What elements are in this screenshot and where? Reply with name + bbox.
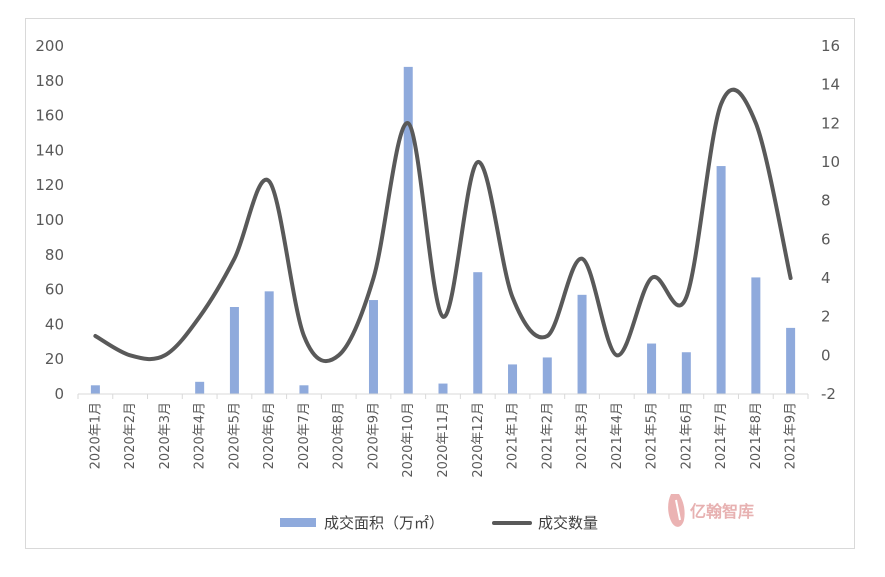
right-tick-label: 8 — [821, 192, 831, 210]
left-axis-ticks: 0 20 40 60 80 100 120 140 160 180 200 — [35, 37, 64, 403]
x-tick-label: 2020年3月 — [158, 402, 173, 469]
legend-line-label: 成交数量 — [538, 514, 598, 532]
legend-bar-swatch — [280, 518, 316, 527]
area-bar — [195, 381, 205, 394]
area-bar — [786, 327, 796, 394]
area-bar — [577, 294, 587, 394]
left-tick-label: 20 — [45, 350, 64, 368]
x-tick-label: 2021年6月 — [679, 402, 694, 469]
x-tick-label: 2020年9月 — [366, 402, 381, 469]
right-tick-label: 14 — [821, 76, 840, 94]
right-tick-label: 12 — [821, 114, 840, 132]
area-bar — [403, 66, 413, 394]
legend-bar-label: 成交面积（万㎡） — [324, 514, 444, 532]
area-bar — [751, 277, 761, 394]
area-bar — [542, 357, 552, 394]
x-tick-label: 2021年3月 — [575, 402, 590, 469]
right-tick-label: 0 — [821, 346, 831, 364]
x-tick-label: 2021年7月 — [714, 402, 729, 469]
left-tick-label: 180 — [35, 72, 64, 90]
area-bar — [438, 383, 448, 394]
x-tick-label: 2020年4月 — [193, 402, 208, 469]
area-bar — [229, 307, 239, 394]
legend: 成交面积（万㎡） 成交数量 — [280, 514, 598, 532]
watermark: 亿翰智库 — [668, 494, 754, 527]
x-tick-label: 2020年7月 — [297, 402, 312, 469]
x-axis-ticks — [77, 394, 809, 399]
left-tick-label: 200 — [35, 37, 64, 55]
left-tick-label: 100 — [35, 211, 64, 229]
right-tick-label: 10 — [821, 153, 840, 171]
x-tick-label: 2021年2月 — [540, 402, 555, 469]
x-tick-label: 2020年10月 — [401, 402, 416, 478]
area-bar — [473, 272, 483, 394]
x-tick-label: 2020年6月 — [262, 402, 277, 469]
area-bar — [681, 352, 691, 394]
left-tick-label: 120 — [35, 176, 64, 194]
right-axis-ticks: -2 0 2 4 6 8 10 12 14 16 — [821, 37, 840, 403]
area-bar — [299, 385, 309, 394]
left-tick-label: 80 — [45, 246, 64, 264]
area-bar — [90, 385, 100, 394]
x-tick-label: 2020年8月 — [332, 402, 347, 469]
area-bar — [264, 291, 274, 394]
area-bar — [647, 343, 657, 394]
x-tick-label: 2020年12月 — [471, 402, 486, 478]
right-tick-label: 6 — [821, 230, 831, 248]
count-line — [93, 87, 793, 364]
x-tick-label: 2020年11月 — [436, 402, 451, 478]
watermark-text: 亿翰智库 — [690, 502, 754, 521]
right-tick-label: 4 — [821, 269, 831, 287]
x-tick-label: 2021年8月 — [749, 402, 764, 469]
left-tick-label: 0 — [54, 385, 64, 403]
x-tick-label: 2021年9月 — [784, 402, 799, 469]
area-bar — [716, 166, 726, 394]
area-bar — [508, 364, 518, 394]
x-tick-label: 2021年5月 — [645, 402, 660, 469]
left-tick-label: 60 — [45, 281, 64, 299]
right-tick-label: -2 — [821, 385, 836, 403]
x-tick-label: 2021年4月 — [610, 402, 625, 469]
watermark-logo-icon — [668, 494, 685, 527]
x-tick-label: 2020年2月 — [123, 402, 138, 469]
x-tick-label: 2021年1月 — [506, 402, 521, 469]
x-tick-label: 2020年5月 — [227, 402, 242, 469]
right-tick-label: 2 — [821, 308, 831, 326]
x-tick-label: 2020年1月 — [88, 402, 103, 469]
area-bars — [90, 66, 796, 394]
x-axis-labels: 2020年1月 2020年2月 2020年3月 2020年4月 2020年5月 2020年… — [88, 402, 798, 478]
left-tick-label: 140 — [35, 141, 64, 159]
right-tick-label: 16 — [821, 37, 840, 55]
left-tick-label: 160 — [35, 107, 64, 125]
area-bar — [368, 300, 378, 394]
left-tick-label: 40 — [45, 315, 64, 333]
